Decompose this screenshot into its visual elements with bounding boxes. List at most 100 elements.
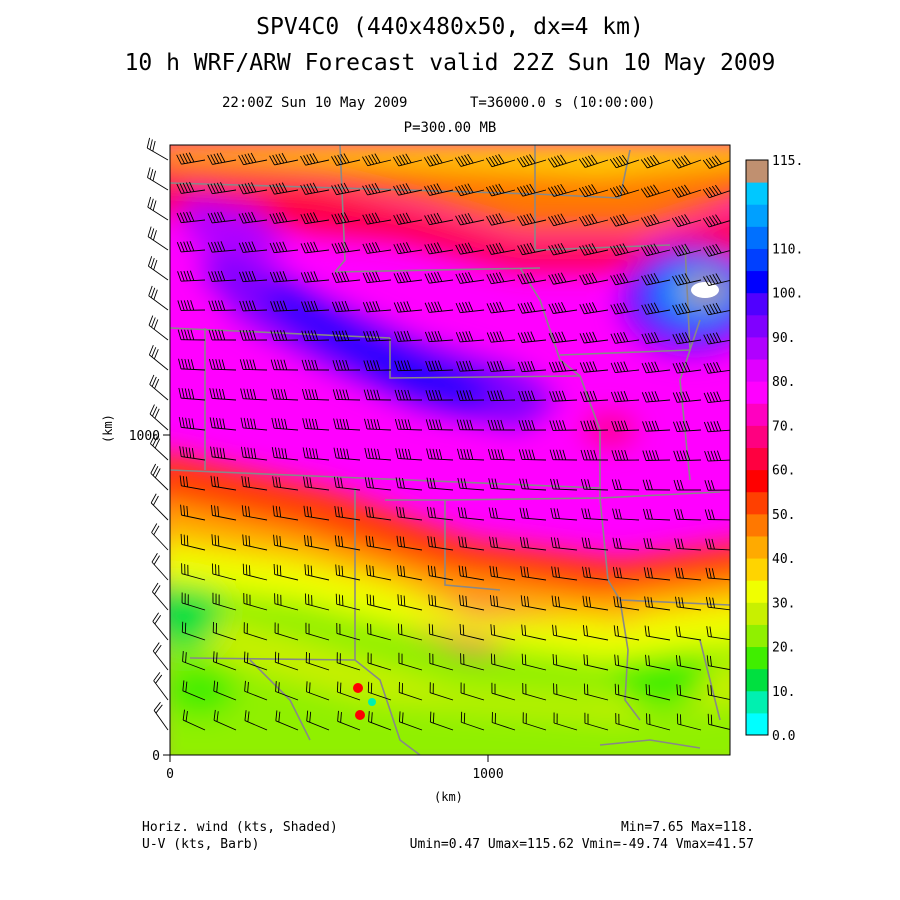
wind-barb [672,302,702,315]
wind-barb [611,420,640,432]
wind-barb [485,154,516,168]
wind-barb [239,359,268,371]
wind-barb [675,596,702,611]
wind-barb [672,420,702,432]
wind-barb [301,330,330,342]
wind-barb [489,565,516,581]
wind-barb [424,242,454,255]
colorbar-swatch [746,513,768,537]
colorbar-swatch [746,602,768,625]
wind-barb [428,594,454,611]
colorbar-swatch [746,624,768,648]
wind-barb [302,447,330,461]
colorbar-label: 60. [772,464,795,479]
wind-barb [549,390,578,402]
wind-barb [243,651,268,671]
wind-barb [238,241,268,253]
wind-barb [241,475,268,491]
wind-barb [274,593,299,611]
wind-barb [702,155,730,169]
wind-barb [672,273,702,286]
colorbar-swatch [746,447,768,471]
wind-barb [332,330,361,342]
wind-barb [208,358,237,371]
wind-barb [522,712,547,731]
wind-barb [613,625,640,641]
wind-barb [579,302,609,315]
wind-barb [393,242,423,255]
wind-barb [550,507,578,521]
wind-barb [703,273,730,286]
wind-barb [456,390,485,401]
wind-barbs-left-margin [146,137,169,731]
wind-barb [273,534,299,551]
wind-barb [306,681,330,701]
wind-barb [397,594,423,611]
wind-barb [643,508,671,521]
wind-barb [580,479,609,491]
wind-barb [334,506,361,521]
wind-barb [552,654,578,671]
colorbar-label: 100. [772,287,803,302]
colorbar-swatch [746,646,768,670]
colorbar-swatch [746,248,768,272]
pressure-level: P=300.00 MB [403,120,497,136]
footer-right-2: Umin=0.47 Umax=115.62 Vmin=-49.74 Vmax=4… [409,837,754,852]
wind-barb [149,404,169,431]
wind-barb [148,345,169,371]
wind-barb [643,537,671,551]
wind-barb [207,211,237,224]
wind-barb [241,505,268,521]
wind-barb [614,654,640,671]
wind-barb [486,301,516,314]
wind-barb [517,360,547,373]
wind-barb [457,448,485,461]
wind-barb [238,211,268,224]
x-axis-label: (km) [434,790,463,804]
wind-barb [272,476,299,491]
wind-barb [521,653,547,671]
wind-barb [428,623,454,641]
wind-barb [301,359,330,371]
wind-barb [706,655,730,671]
wind-barb [429,653,454,671]
wind-barb [240,388,268,401]
wind-barb [612,537,640,551]
colorbar-label: 70. [772,419,795,434]
wind-barb [274,622,299,641]
wind-barb [300,212,330,225]
wind-barb [519,507,547,521]
wind-barb [269,152,299,166]
wind-barb [611,479,640,491]
wind-barb [520,595,547,611]
wind-barb [641,391,671,403]
wind-barb [153,701,169,731]
wind-barb [520,566,547,581]
wind-barb [213,651,237,671]
plot-frame [169,144,731,756]
colorbar-swatch [746,712,768,736]
wind-barb [550,537,578,551]
colorbar-swatch [746,226,768,249]
wind-barb [672,391,702,403]
model-time: T=36000.0 s (10:00:00) [470,95,656,111]
wind-barb [302,418,330,431]
wind-barb [304,593,330,611]
wind-barb [424,301,454,313]
wind-barb [610,243,640,256]
wind-barb [671,214,702,228]
colorbar-label: 115. [772,154,803,169]
wind-barb [303,476,330,491]
wind-barb [521,624,547,641]
wind-barb [640,213,671,227]
wind-barb [177,270,206,282]
wind-barb [242,563,268,581]
wind-barb [424,330,454,343]
wind-barb [458,536,485,551]
wind-barb [424,271,454,284]
colorbar-swatch [746,270,768,294]
wind-barb [456,419,485,431]
wind-barb [673,479,702,491]
wind-barb [491,682,516,701]
